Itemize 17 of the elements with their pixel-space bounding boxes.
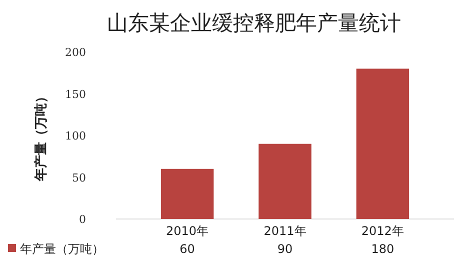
- data-label: 180: [371, 242, 394, 256]
- data-label: 60: [180, 242, 195, 256]
- bar: [160, 168, 214, 219]
- y-tick-label: 50: [72, 171, 86, 184]
- y-tick-label: 150: [65, 88, 86, 101]
- y-tick-label: 100: [65, 130, 86, 142]
- y-tick-label: 0: [79, 213, 86, 226]
- legend-label: 年产量（万吨）: [20, 242, 104, 256]
- x-tick-label: 2011年: [264, 224, 306, 238]
- data-label: 90: [277, 242, 293, 256]
- x-tick-label: 2012年: [361, 224, 404, 238]
- bar: [356, 68, 410, 219]
- y-tick-label: 200: [65, 46, 86, 59]
- x-tick-label: 2010年: [166, 224, 209, 238]
- y-axis-title: 年产量（万吨）: [33, 90, 49, 182]
- chart-title: 山东某企业缓控释肥年产量统计: [107, 11, 401, 35]
- bar: [258, 144, 312, 219]
